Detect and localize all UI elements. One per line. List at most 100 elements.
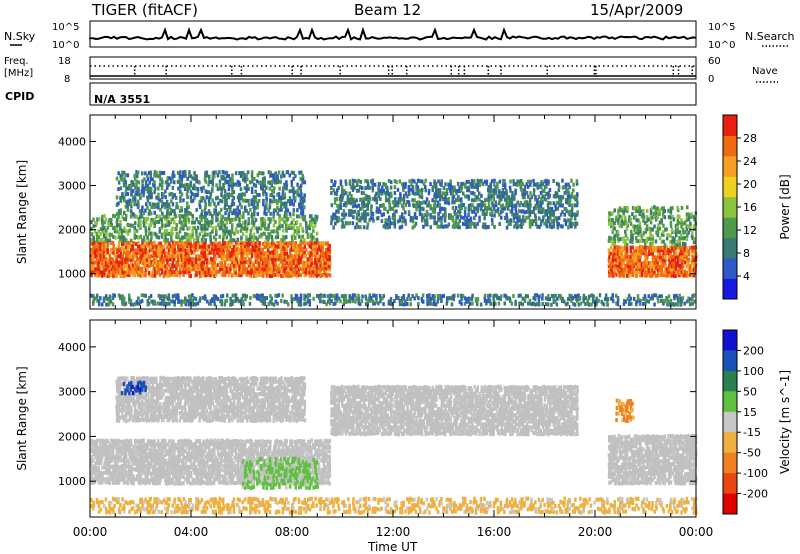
power-cell <box>635 218 638 223</box>
power-cell <box>424 222 427 227</box>
power-cell <box>294 260 298 265</box>
power-cell <box>188 226 191 231</box>
power-cell <box>563 218 566 223</box>
power-cell <box>478 183 482 188</box>
vel-cell <box>91 458 95 463</box>
power-cell <box>493 182 496 187</box>
power-cell <box>250 264 254 269</box>
power-cell <box>386 209 390 214</box>
nave-hi-label: 60 <box>708 56 721 67</box>
power-cell <box>269 253 272 258</box>
power-cell <box>691 254 694 259</box>
power-cell <box>670 242 674 247</box>
power-cell <box>290 297 294 302</box>
power-cell <box>613 226 616 231</box>
power-cell <box>120 241 124 246</box>
power-cell <box>193 238 196 243</box>
power-cell <box>126 272 129 277</box>
power-cell <box>242 173 245 178</box>
power-cell <box>263 217 266 222</box>
power-cell <box>371 178 375 183</box>
power-cell <box>366 206 369 211</box>
power-cell <box>690 233 694 238</box>
power-cell <box>445 200 449 205</box>
power-cell <box>94 248 97 253</box>
power-cell <box>276 229 279 234</box>
power-cell <box>101 302 104 307</box>
power-cell <box>541 189 545 194</box>
power-cell <box>164 270 167 275</box>
power-cell <box>221 242 225 246</box>
power-cell <box>130 258 133 262</box>
power-cell <box>223 217 227 222</box>
power-cell <box>609 251 613 256</box>
power-cell <box>99 272 102 277</box>
power-cell <box>202 269 206 274</box>
power-cell <box>93 260 97 265</box>
power-cell <box>564 191 568 195</box>
power-cell <box>460 200 463 205</box>
power-cell <box>267 223 270 228</box>
power-cell <box>259 298 263 303</box>
power-cell <box>406 194 409 199</box>
power-cell <box>165 220 169 225</box>
power-cell <box>132 253 135 258</box>
power-cell <box>582 293 586 298</box>
power-cell <box>144 232 148 237</box>
power-cell <box>292 226 295 231</box>
power-cell <box>682 221 685 226</box>
power-cell <box>247 261 250 266</box>
power-cell <box>119 274 122 278</box>
power-cell <box>535 293 539 298</box>
power-cell <box>185 212 189 217</box>
power-cell <box>142 237 146 242</box>
power-cell <box>277 263 281 268</box>
power-cell <box>622 302 626 306</box>
power-cell <box>536 198 539 203</box>
power-cell <box>135 257 139 262</box>
power-cell <box>509 218 512 223</box>
power-cell <box>276 231 280 236</box>
power-cell <box>202 251 205 256</box>
power-cell <box>404 221 408 226</box>
power-cell <box>97 273 101 277</box>
power-cell <box>240 267 243 272</box>
power-cell <box>183 256 187 261</box>
power-cell <box>223 270 227 275</box>
power-cell <box>131 180 135 185</box>
power-cell <box>144 183 148 188</box>
power-cell <box>388 200 391 205</box>
power-cell <box>149 223 153 228</box>
power-cell <box>649 220 653 225</box>
power-cell <box>282 244 285 249</box>
power-cell <box>683 252 686 257</box>
power-cell <box>669 215 673 220</box>
power-cell <box>117 244 120 249</box>
power-cell <box>214 225 217 230</box>
power-cell <box>570 221 573 226</box>
power-cell <box>357 210 360 214</box>
power-cell <box>517 293 521 298</box>
power-cell <box>628 261 631 266</box>
power-cell <box>113 214 117 219</box>
power-cell <box>184 240 187 245</box>
power-cell <box>242 220 245 225</box>
power-cell <box>510 200 514 205</box>
power-cell <box>164 264 167 269</box>
power-cell <box>175 223 178 228</box>
power-cell <box>205 260 208 265</box>
power-cell <box>274 177 277 182</box>
power-cell <box>660 294 663 299</box>
power-cell <box>261 264 265 269</box>
power-cell <box>112 243 115 248</box>
power-cell <box>290 294 293 299</box>
power-cell <box>243 226 247 231</box>
power-cell <box>521 296 525 301</box>
power-cell <box>104 245 108 250</box>
power-cell <box>561 224 564 229</box>
power-cell <box>651 242 654 247</box>
power-cell <box>550 219 553 224</box>
power-cell <box>233 217 236 222</box>
power-cell <box>267 235 270 240</box>
power-cell <box>261 261 265 266</box>
